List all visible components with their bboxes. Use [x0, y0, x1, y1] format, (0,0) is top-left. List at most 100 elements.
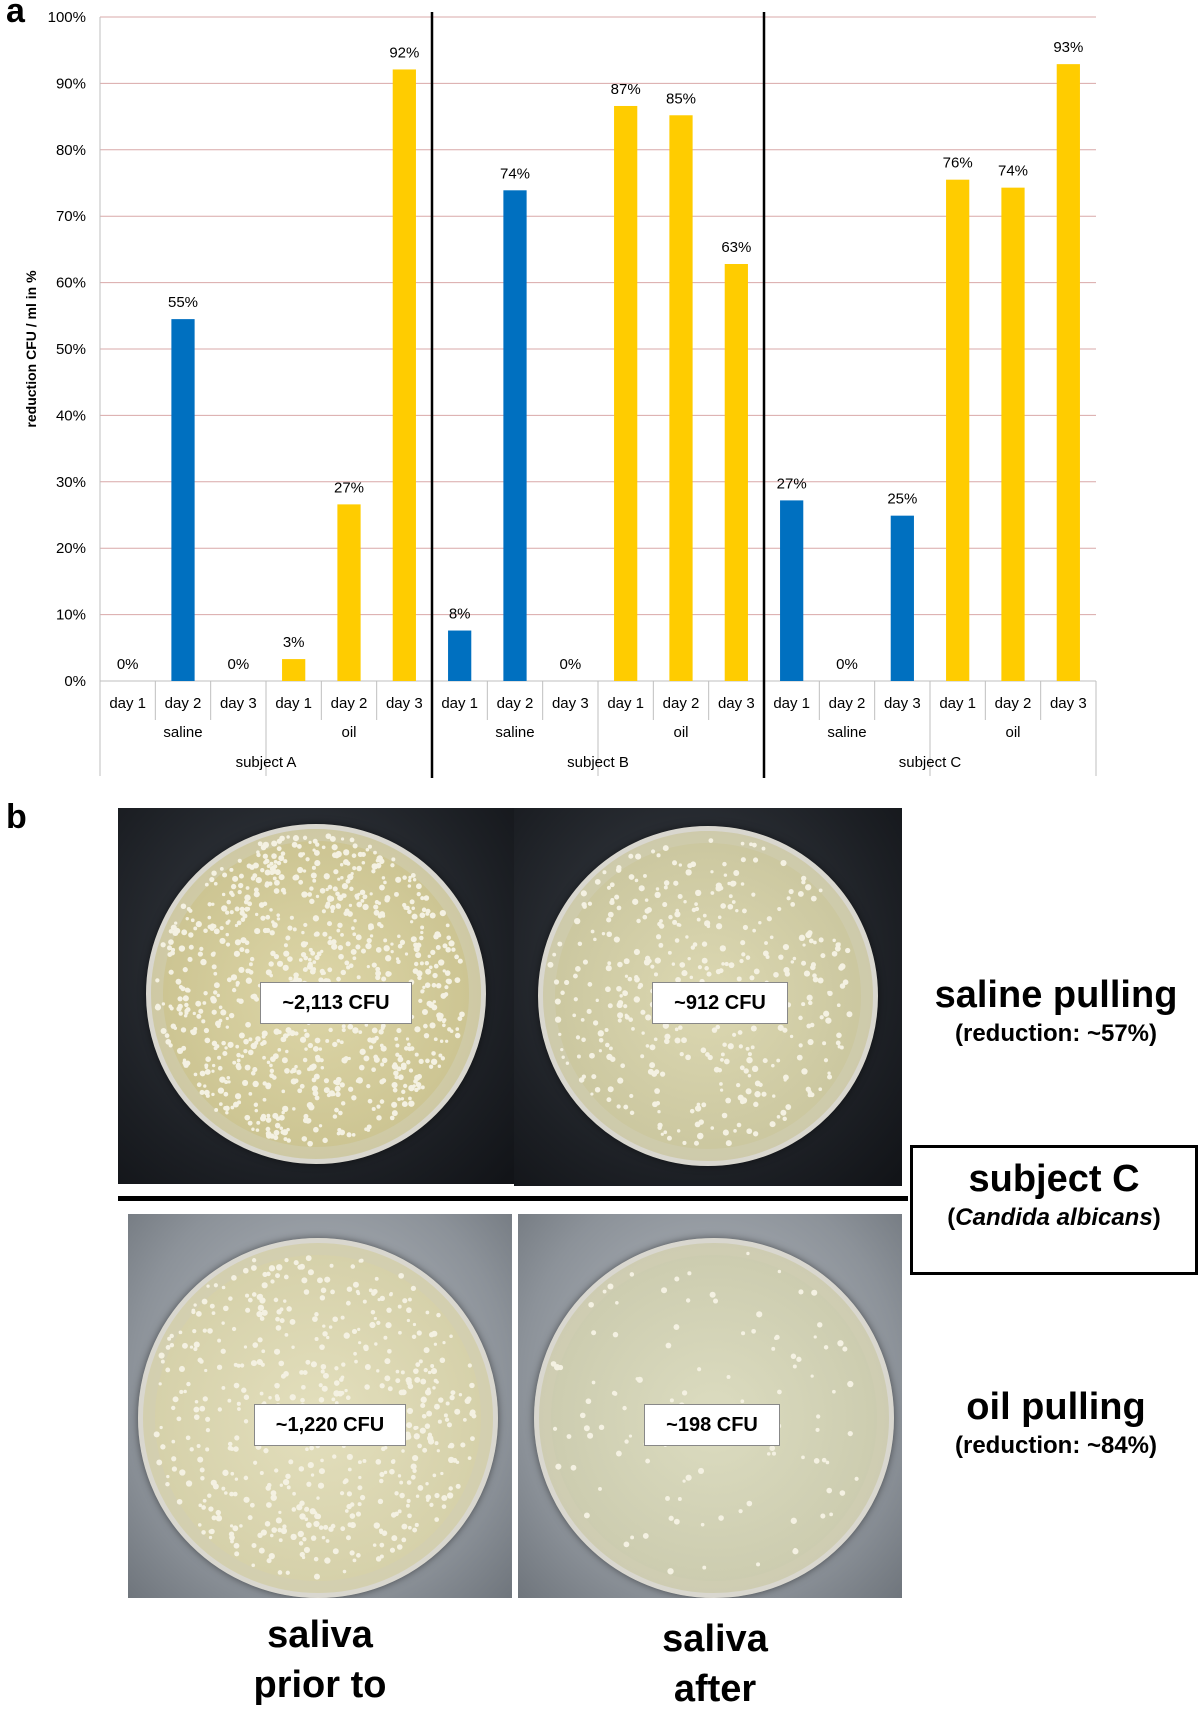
- colony: [379, 1383, 385, 1389]
- colony: [363, 1055, 370, 1062]
- colony: [782, 1116, 787, 1122]
- colony: [223, 1305, 229, 1312]
- colony: [735, 908, 739, 913]
- colony: [169, 950, 175, 956]
- colony: [644, 898, 649, 902]
- colony: [227, 919, 231, 923]
- colony: [222, 1050, 228, 1057]
- colony: [302, 1117, 309, 1124]
- colony: [414, 1522, 419, 1528]
- colony: [365, 942, 372, 950]
- colony: [369, 934, 374, 938]
- colony: [213, 971, 218, 976]
- colony: [847, 1430, 853, 1437]
- colony: [333, 1390, 340, 1397]
- colony: [578, 1077, 585, 1083]
- colony: [736, 1122, 742, 1128]
- colony: [227, 1445, 233, 1451]
- colony: [229, 1524, 234, 1528]
- colonies-saline-before: [154, 833, 465, 1147]
- colony: [213, 982, 220, 989]
- colony: [616, 1104, 621, 1109]
- x-tick-label: day 3: [718, 695, 755, 712]
- subject-label: subject C: [899, 754, 962, 771]
- colony: [171, 1466, 178, 1472]
- colony: [235, 1044, 240, 1049]
- colony: [350, 948, 357, 955]
- colony: [343, 1478, 349, 1484]
- colony: [296, 1069, 302, 1075]
- colony: [550, 1361, 557, 1367]
- colony: [407, 1042, 411, 1047]
- colony: [240, 937, 247, 944]
- colony: [254, 912, 259, 917]
- colony: [685, 1054, 691, 1061]
- colony: [396, 1544, 403, 1550]
- colony: [236, 1058, 241, 1063]
- colony: [273, 1135, 279, 1141]
- colony: [373, 904, 379, 910]
- colony: [746, 1251, 750, 1256]
- colony: [265, 914, 271, 920]
- data-label: 0%: [559, 656, 581, 673]
- colony: [420, 925, 425, 930]
- colony: [737, 1094, 744, 1101]
- panel-a-label: a: [6, 0, 25, 30]
- colony: [262, 1055, 266, 1060]
- colony: [268, 1552, 275, 1560]
- colony: [337, 922, 343, 928]
- colony: [165, 1367, 171, 1373]
- subject-label: subject A: [236, 754, 297, 771]
- colony: [604, 1042, 610, 1048]
- colony: [314, 1095, 320, 1101]
- colony: [183, 1389, 187, 1394]
- colony: [628, 1017, 634, 1022]
- colony: [240, 1363, 245, 1368]
- colony: [457, 1016, 463, 1022]
- colony: [176, 1498, 183, 1505]
- colony: [202, 1001, 207, 1005]
- colony: [802, 943, 806, 947]
- colony: [318, 977, 324, 983]
- colony: [410, 920, 414, 924]
- data-label: 0%: [117, 656, 139, 673]
- colony: [233, 1542, 240, 1549]
- colony: [818, 1087, 823, 1092]
- colony: [590, 1092, 594, 1096]
- colony: [449, 1394, 455, 1401]
- colony: [697, 1367, 702, 1372]
- colony: [826, 1487, 833, 1494]
- colony: [739, 1065, 745, 1071]
- colony: [706, 971, 712, 977]
- colony: [442, 969, 446, 973]
- colony: [358, 1064, 365, 1071]
- colony: [761, 1091, 767, 1097]
- colony: [294, 1064, 298, 1069]
- colony: [340, 1526, 346, 1532]
- panel-b-label: b: [6, 798, 27, 836]
- colony: [752, 842, 757, 848]
- colony: [285, 1473, 291, 1480]
- colony: [221, 1285, 226, 1290]
- colony: [678, 1025, 683, 1030]
- colony: [415, 1081, 422, 1088]
- colony: [262, 841, 270, 849]
- colony: [190, 1029, 194, 1034]
- colony: [635, 1377, 640, 1381]
- colony: [356, 1077, 363, 1084]
- colony: [777, 1269, 782, 1274]
- colony: [225, 942, 231, 947]
- colony: [817, 1322, 823, 1328]
- colony: [614, 894, 620, 900]
- colony: [675, 908, 680, 913]
- colony: [368, 925, 373, 931]
- colony: [425, 1310, 430, 1315]
- colony: [658, 942, 664, 948]
- colony: [635, 853, 642, 860]
- colony: [392, 1087, 398, 1093]
- colony: [819, 1015, 824, 1020]
- x-tick-label: day 3: [386, 695, 423, 712]
- colony: [278, 1538, 283, 1543]
- colony: [731, 900, 736, 904]
- colony: [645, 1044, 650, 1048]
